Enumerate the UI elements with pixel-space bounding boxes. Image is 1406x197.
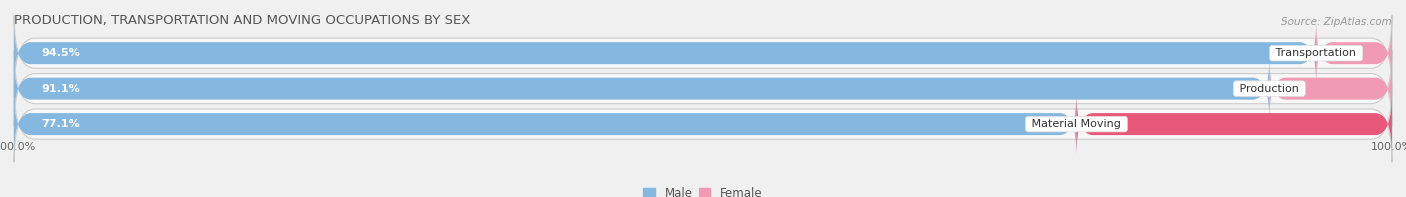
Legend: Male, Female: Male, Female [638,183,768,197]
FancyBboxPatch shape [14,57,1270,120]
Text: PRODUCTION, TRANSPORTATION AND MOVING OCCUPATIONS BY SEX: PRODUCTION, TRANSPORTATION AND MOVING OC… [14,14,471,27]
FancyBboxPatch shape [1270,57,1392,120]
Text: 91.1%: 91.1% [42,84,80,94]
FancyBboxPatch shape [14,22,1316,85]
FancyBboxPatch shape [14,15,1392,91]
Text: 100.0%: 100.0% [1371,142,1406,152]
FancyBboxPatch shape [14,86,1392,162]
FancyBboxPatch shape [14,93,1077,156]
Text: 100.0%: 100.0% [0,142,35,152]
Text: 77.1%: 77.1% [42,119,80,129]
FancyBboxPatch shape [1316,22,1392,85]
FancyBboxPatch shape [1077,93,1392,156]
Text: Source: ZipAtlas.com: Source: ZipAtlas.com [1281,17,1392,27]
Text: Production: Production [1236,84,1302,94]
FancyBboxPatch shape [14,51,1392,127]
Text: 94.5%: 94.5% [42,48,80,58]
Text: Transportation: Transportation [1272,48,1360,58]
Text: Material Moving: Material Moving [1028,119,1125,129]
